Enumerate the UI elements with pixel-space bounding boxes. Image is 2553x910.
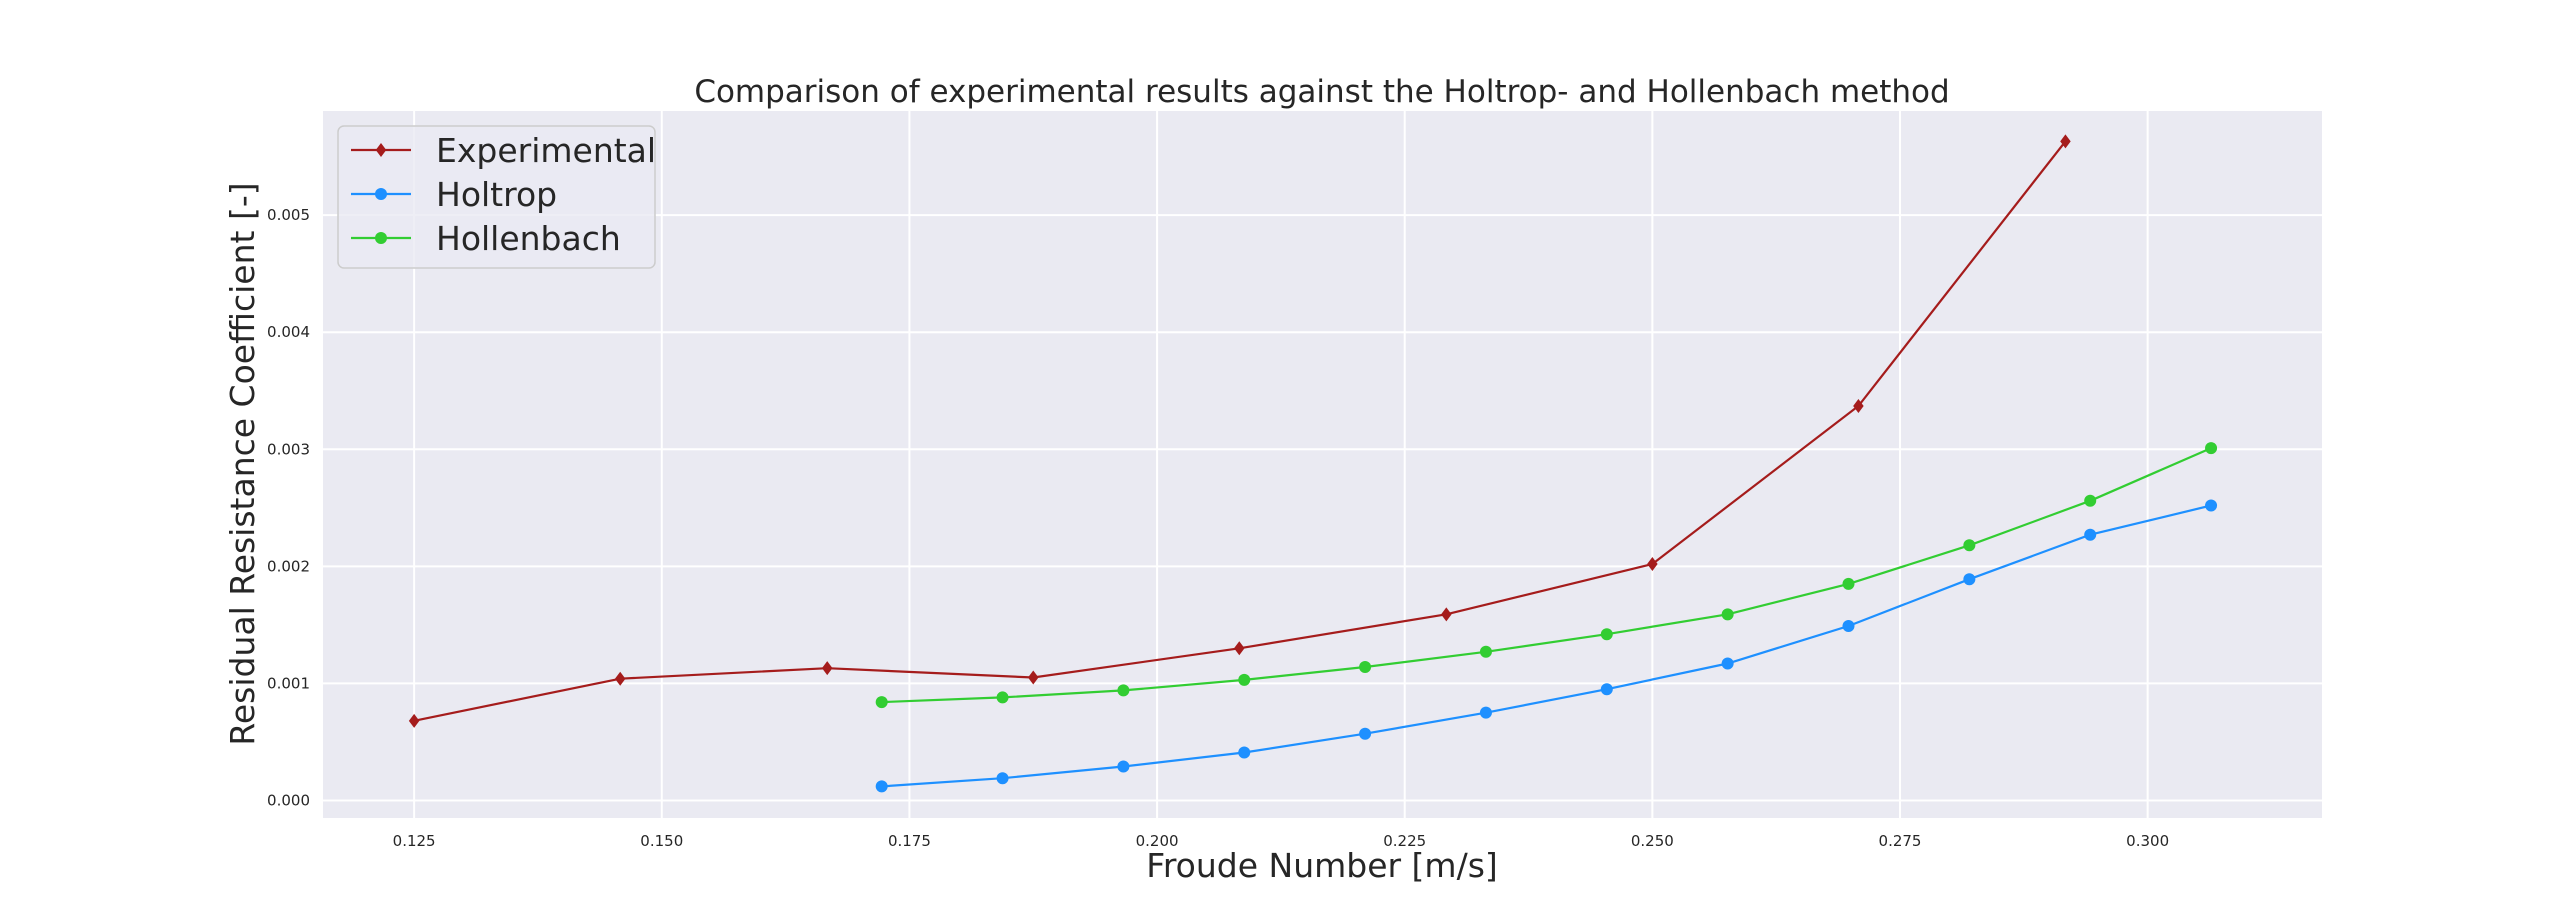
data-point-holtrop: [1238, 746, 1251, 759]
x-tick-label: 0.175: [888, 832, 931, 850]
series-line-holtrop: [881, 504, 2212, 788]
legend-item-hollenbach: Hollenbach: [351, 219, 621, 258]
series-hollenbach: [875, 442, 2218, 709]
data-point-hollenbach: [875, 696, 888, 709]
y-ticks: 0.000 0.001 0.002 0.003 0.004 0.005: [267, 206, 310, 809]
data-point-experimental: [1441, 607, 1452, 622]
series-line-hollenbach: [881, 447, 2212, 704]
data-point-holtrop: [1479, 706, 1492, 719]
chart-title: Comparison of experimental results again…: [694, 74, 1949, 110]
data-point-holtrop: [1721, 657, 1734, 670]
y-tick-label: 0.005: [267, 206, 310, 224]
data-point-hollenbach: [2084, 494, 2097, 507]
legend-marker: [375, 232, 387, 244]
data-point-holtrop: [1842, 620, 1855, 633]
data-point-holtrop: [2205, 499, 2218, 512]
legend-item-holtrop: Holtrop: [351, 175, 557, 214]
data-point-experimental: [1027, 670, 1039, 685]
x-ticks: 0.125 0.150 0.175 0.200 0.225 0.250 0.275 0.300: [393, 832, 2169, 850]
plot-area: [323, 111, 2322, 818]
y-tick-label: 0.004: [267, 323, 310, 341]
y-tick-label: 0.003: [267, 440, 310, 458]
legend-label: Hollenbach: [436, 219, 621, 258]
grid: [323, 111, 2322, 818]
data-point-holtrop: [1359, 727, 1372, 740]
data-point-holtrop: [1600, 683, 1613, 696]
y-tick-label: 0.000: [267, 791, 310, 809]
data-point-experimental: [1234, 641, 1245, 656]
data-point-hollenbach: [1117, 684, 1130, 697]
x-tick-label: 0.125: [393, 832, 436, 850]
x-tick-label: 0.250: [1631, 832, 1674, 850]
legend-label: Holtrop: [436, 175, 557, 214]
y-tick-label: 0.001: [267, 674, 310, 692]
series-holtrop: [875, 499, 2218, 793]
legend-label: Experimental: [436, 131, 656, 170]
series-layer: [408, 134, 2218, 793]
legend-marker: [375, 188, 387, 200]
x-axis-label: Froude Number [m/s]: [1146, 846, 1498, 885]
x-tick-label: 0.225: [1383, 832, 1426, 850]
data-point-holtrop: [1117, 760, 1130, 773]
data-point-hollenbach: [2205, 442, 2218, 455]
data-point-experimental: [1647, 556, 1658, 571]
data-point-holtrop: [2084, 528, 2097, 541]
data-point-holtrop: [1963, 573, 1976, 586]
x-tick-label: 0.150: [640, 832, 683, 850]
legend-item-experimental: Experimental: [351, 131, 656, 170]
data-point-hollenbach: [1600, 628, 1613, 641]
data-point-experimental: [821, 661, 833, 676]
data-point-hollenbach: [1842, 577, 1855, 590]
legend-marker: [375, 143, 387, 157]
x-tick-label: 0.200: [1136, 832, 1179, 850]
x-tick-label: 0.275: [1879, 832, 1922, 850]
data-point-hollenbach: [1359, 661, 1372, 674]
data-point-hollenbach: [1238, 673, 1251, 686]
data-point-hollenbach: [996, 691, 1009, 704]
x-tick-label: 0.300: [2126, 832, 2169, 850]
data-point-experimental: [1853, 398, 1864, 413]
data-point-hollenbach: [1479, 645, 1492, 658]
data-point-holtrop: [996, 772, 1009, 785]
series-experimental: [408, 134, 2071, 728]
legend: Experimental Holtrop Hollenbach: [337, 125, 656, 269]
data-point-holtrop: [875, 780, 888, 793]
y-tick-label: 0.002: [267, 557, 310, 575]
data-point-experimental: [408, 713, 420, 728]
data-point-experimental: [2060, 134, 2071, 149]
data-point-hollenbach: [1721, 608, 1734, 621]
data-point-experimental: [614, 671, 626, 686]
data-point-hollenbach: [1963, 539, 1976, 552]
y-axis-label: Residual Resistance Coefficient [-]: [223, 182, 262, 745]
legend-box: [337, 125, 656, 269]
